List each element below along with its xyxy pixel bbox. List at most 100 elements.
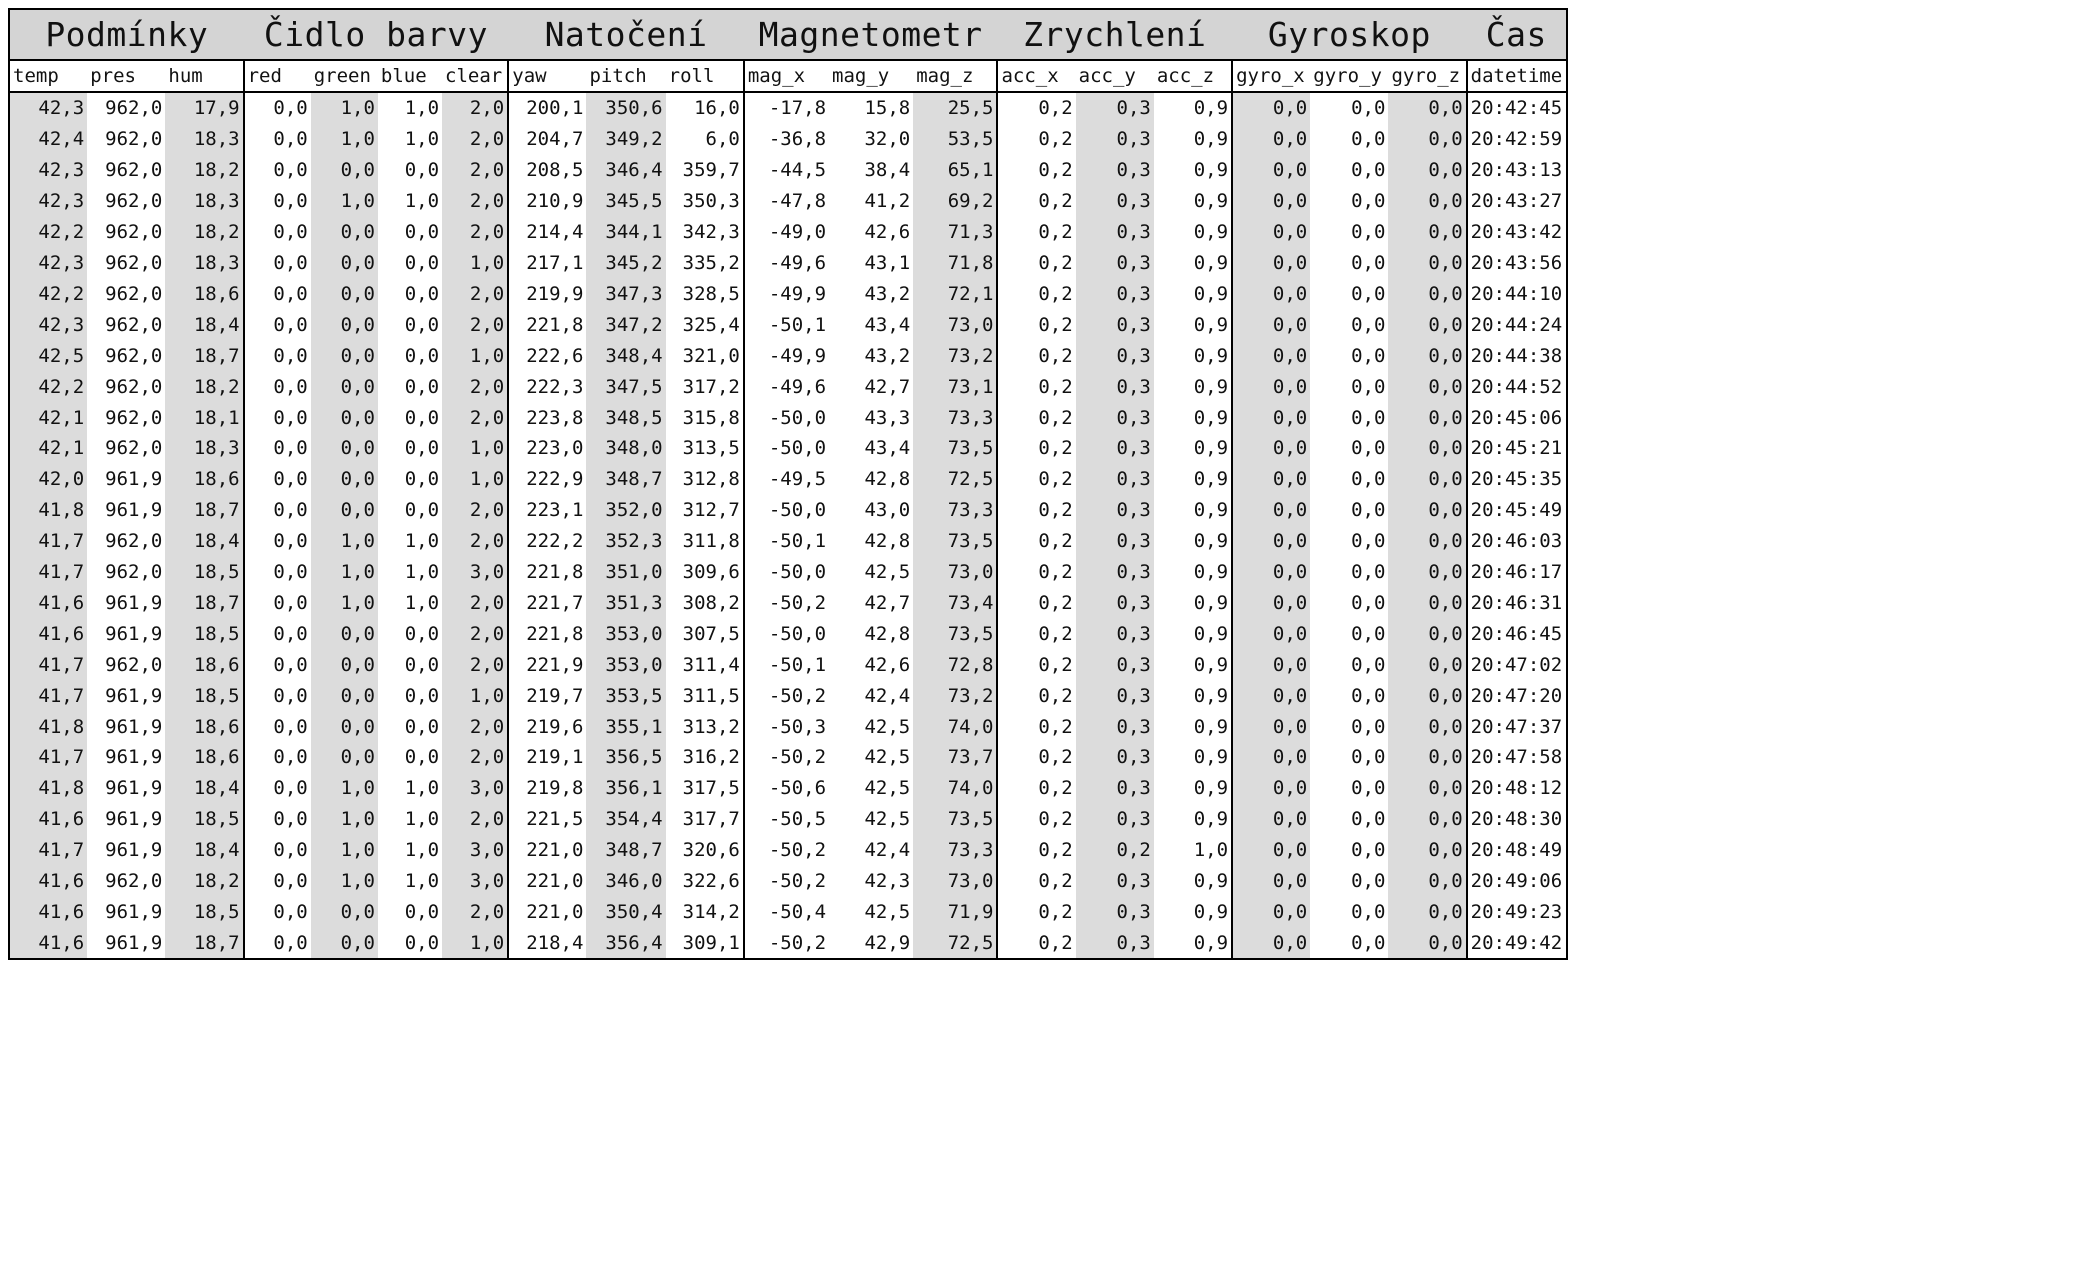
table-cell: -50,5 xyxy=(742,803,830,835)
table-cell: 0,2 xyxy=(996,618,1076,650)
table-cell: 307,5 xyxy=(682,622,740,645)
table-cell: 0,0 xyxy=(310,340,378,372)
table-cell: 41,7 xyxy=(10,525,88,557)
table-cell: 0,0 xyxy=(1388,340,1467,372)
table-cell: 356,4 xyxy=(586,927,666,959)
table-cell: 73,2 xyxy=(913,340,998,372)
table-cell: 0,2 xyxy=(996,587,1076,619)
table-cell: 200,1 xyxy=(507,92,587,124)
table-cell: 961,9 xyxy=(105,591,163,614)
table-cell: 18,3 xyxy=(165,432,244,464)
table-cell: 0,0 xyxy=(1351,190,1386,213)
table-row: 41,7 961,9 18,4 0,0 1,0 1,0 3,0 221,0 348,7 320,6… xyxy=(10,834,1566,866)
table-cell: 355,1 xyxy=(586,711,666,743)
table-cell: 0,0 xyxy=(1231,309,1311,341)
table-cell: 0,9 xyxy=(1193,190,1229,213)
table-cell: 354,4 xyxy=(586,803,666,835)
table-cell: 221,9 xyxy=(507,649,587,681)
table-cell: 0,2 xyxy=(1075,834,1154,866)
table-cell: 0,0 xyxy=(1388,309,1467,341)
table-cell: 320,6 xyxy=(682,839,740,862)
table-cell: 0,3 xyxy=(1075,216,1154,248)
table-cell: -50,2 xyxy=(742,865,830,897)
table-cell: -50,2 xyxy=(742,927,830,959)
table-cell: 321,0 xyxy=(682,344,740,367)
table-cell: 317,7 xyxy=(682,808,740,831)
table-cell: 2,0 xyxy=(442,123,509,155)
table-cell: 345,2 xyxy=(586,247,666,279)
table-cell: 0,0 xyxy=(1231,618,1311,650)
table-cell: 73,5 xyxy=(913,618,998,650)
table-row: 41,6 961,9 18,5 0,0 0,0 0,0 2,0 221,0 350,4 314,2… xyxy=(10,896,1566,928)
table-cell: 42,3 xyxy=(10,247,88,279)
table-cell: 0,0 xyxy=(242,309,311,341)
table-cell: 0,9 xyxy=(1193,97,1229,120)
table-cell: 0,0 xyxy=(1351,468,1386,491)
table-cell: 73,5 xyxy=(913,525,998,557)
table-cell: 2,0 xyxy=(442,711,509,743)
table-cell: 0,0 xyxy=(404,715,440,738)
table-cell: 0,0 xyxy=(242,402,311,433)
table-cell: 0,2 xyxy=(996,92,1076,124)
table-cell: 0,0 xyxy=(242,618,311,650)
table-cell: 42,2 xyxy=(10,216,88,248)
table-cell: 221,0 xyxy=(507,865,587,897)
table-row: 42,5 962,0 18,7 0,0 0,0 0,0 1,0 222,6 348,4 321,0… xyxy=(10,340,1566,372)
table-cell: 350,3 xyxy=(682,190,740,213)
table-cell: 0,9 xyxy=(1193,128,1229,151)
table-cell: -49,5 xyxy=(742,463,830,495)
column-header-acc-z: acc_z xyxy=(1153,60,1233,93)
table-cell: 41,7 xyxy=(10,742,88,773)
table-cell: 0,9 xyxy=(1193,530,1229,553)
table-cell: 0,0 xyxy=(242,123,311,155)
table-cell: 43,4 xyxy=(864,437,911,460)
table-cell: 41,6 xyxy=(10,618,88,650)
table-cell: 41,7 xyxy=(10,556,88,588)
table-cell: 1,0 xyxy=(442,680,509,712)
table-cell: 42,8 xyxy=(864,622,911,645)
table-row: 41,6 961,9 18,7 0,0 1,0 1,0 2,0 221,7 351,3 308,2… xyxy=(10,587,1566,619)
table-cell: 0,0 xyxy=(1388,649,1467,681)
table-cell: 42,5 xyxy=(864,746,911,769)
table-cell: 0,9 xyxy=(1193,221,1229,244)
table-cell: 961,9 xyxy=(105,931,163,954)
table-cell: 0,0 xyxy=(1351,931,1386,954)
table-cell: 18,4 xyxy=(165,834,244,866)
table-cell: 2,0 xyxy=(442,154,509,186)
table-cell: 350,6 xyxy=(586,92,666,124)
table-cell: 221,8 xyxy=(507,618,587,650)
table-cell: 18,6 xyxy=(165,278,244,310)
table-cell: 322,6 xyxy=(682,870,740,893)
table-cell: 221,8 xyxy=(507,556,587,588)
table-cell: 72,5 xyxy=(913,463,998,495)
table-cell: 0,0 xyxy=(404,282,440,305)
table-cell: 18,2 xyxy=(165,865,244,897)
table-cell: 0,0 xyxy=(242,432,311,464)
table-cell: 42,5 xyxy=(864,715,911,738)
table-cell: 350,4 xyxy=(586,896,666,928)
table-row: 42,2 962,0 18,6 0,0 0,0 0,0 2,0 219,9 347,3 328,5… xyxy=(10,278,1566,310)
table-cell: 0,0 xyxy=(1388,742,1467,773)
table-cell: 0,3 xyxy=(1075,247,1154,279)
table-cell: 1,0 xyxy=(404,839,440,862)
table-cell: 0,0 xyxy=(310,247,378,279)
table-cell: -50,0 xyxy=(742,556,830,588)
table-cell: 42,3 xyxy=(864,870,911,893)
table-cell: 0,0 xyxy=(310,402,378,433)
group-header: Gyroskop xyxy=(1232,10,1467,61)
table-cell: 0,0 xyxy=(1231,247,1311,279)
table-cell: 0,0 xyxy=(1388,865,1467,897)
table-cell: 221,8 xyxy=(507,309,587,341)
table-cell: 1,0 xyxy=(310,865,378,897)
table-cell: 961,9 xyxy=(105,839,163,862)
table-cell: 0,0 xyxy=(1351,97,1386,120)
table-cell: 0,0 xyxy=(1351,684,1386,707)
table-cell: 0,0 xyxy=(310,680,378,712)
table-cell: 0,3 xyxy=(1075,865,1154,897)
table-cell: -50,3 xyxy=(742,711,830,743)
table-cell: 0,0 xyxy=(1351,437,1386,460)
table-cell: 2,0 xyxy=(442,402,509,433)
table-cell: 0,2 xyxy=(996,402,1076,433)
table-cell: 73,0 xyxy=(913,556,998,588)
table-cell: 41,6 xyxy=(10,896,88,928)
